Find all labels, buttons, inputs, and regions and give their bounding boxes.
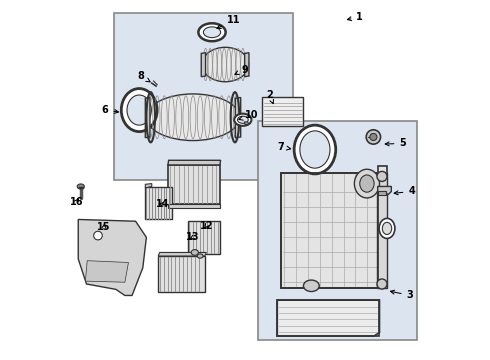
Bar xyxy=(378,191,386,195)
Bar xyxy=(188,221,220,253)
Text: 1: 1 xyxy=(347,12,363,22)
Polygon shape xyxy=(158,252,206,256)
Polygon shape xyxy=(281,166,387,288)
Text: 3: 3 xyxy=(391,290,414,301)
Ellipse shape xyxy=(197,254,203,258)
Text: 9: 9 xyxy=(235,64,248,75)
Text: 10: 10 xyxy=(239,111,259,121)
Bar xyxy=(258,121,417,339)
Ellipse shape xyxy=(234,114,251,126)
Ellipse shape xyxy=(294,125,336,174)
Bar xyxy=(277,300,379,336)
Bar xyxy=(146,187,172,220)
Text: 12: 12 xyxy=(199,221,213,231)
Polygon shape xyxy=(168,160,220,165)
Polygon shape xyxy=(245,53,249,77)
Polygon shape xyxy=(378,186,392,194)
Ellipse shape xyxy=(122,89,157,132)
Ellipse shape xyxy=(377,279,387,289)
Ellipse shape xyxy=(303,280,319,292)
Ellipse shape xyxy=(360,175,374,192)
Polygon shape xyxy=(146,184,152,188)
Polygon shape xyxy=(146,98,150,138)
Ellipse shape xyxy=(366,130,381,144)
Text: 2: 2 xyxy=(266,90,273,104)
Text: 13: 13 xyxy=(186,232,200,242)
Bar xyxy=(158,256,205,292)
Polygon shape xyxy=(201,53,205,77)
Ellipse shape xyxy=(377,171,387,181)
Ellipse shape xyxy=(354,169,379,198)
Ellipse shape xyxy=(147,94,240,140)
Ellipse shape xyxy=(94,231,102,240)
Text: 11: 11 xyxy=(217,15,240,28)
Polygon shape xyxy=(277,300,379,336)
Bar xyxy=(168,165,220,204)
Polygon shape xyxy=(85,261,128,282)
Polygon shape xyxy=(235,98,241,138)
Ellipse shape xyxy=(127,95,151,125)
Ellipse shape xyxy=(300,131,330,168)
Ellipse shape xyxy=(202,47,248,82)
Ellipse shape xyxy=(379,219,395,238)
Text: 7: 7 xyxy=(277,142,291,152)
Ellipse shape xyxy=(382,222,392,234)
Ellipse shape xyxy=(238,116,248,123)
Bar xyxy=(281,173,378,288)
Bar xyxy=(262,97,303,126)
Text: 8: 8 xyxy=(138,71,150,82)
Ellipse shape xyxy=(198,23,225,41)
Text: 16: 16 xyxy=(70,197,83,207)
Text: 15: 15 xyxy=(98,222,111,232)
Ellipse shape xyxy=(77,184,84,189)
Text: 5: 5 xyxy=(385,139,406,148)
Text: 6: 6 xyxy=(102,105,119,115)
Text: 4: 4 xyxy=(394,186,415,197)
Polygon shape xyxy=(168,204,220,208)
Bar xyxy=(114,13,294,180)
Ellipse shape xyxy=(203,27,220,38)
Ellipse shape xyxy=(370,134,377,140)
Polygon shape xyxy=(245,122,248,125)
Ellipse shape xyxy=(191,249,198,255)
Bar xyxy=(377,173,387,288)
Polygon shape xyxy=(78,220,147,296)
Text: 14: 14 xyxy=(156,199,169,210)
